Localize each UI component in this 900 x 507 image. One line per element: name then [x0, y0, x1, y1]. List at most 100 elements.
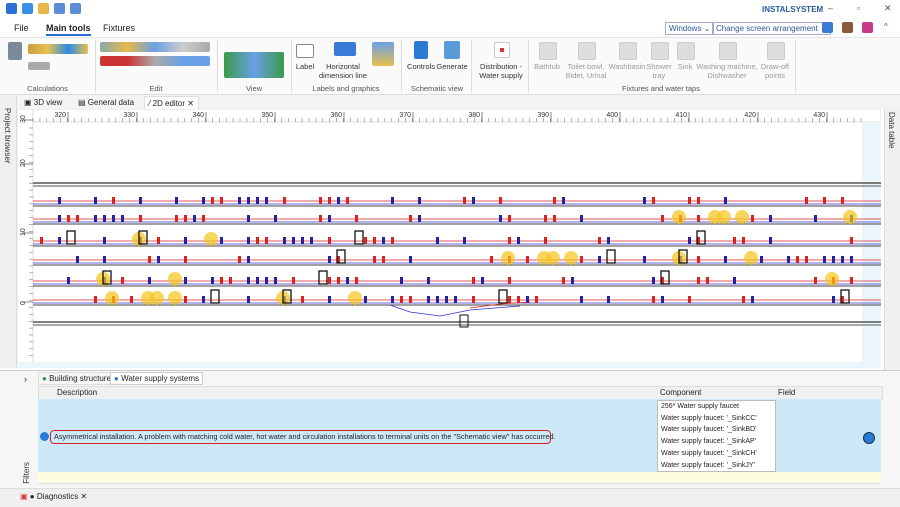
fixture — [373, 256, 376, 263]
fixture — [454, 296, 457, 303]
column-header[interactable]: Field — [778, 388, 796, 397]
component-list[interactable]: 256* Water supply faucet Water supply fa… — [657, 400, 776, 472]
fixture — [400, 277, 403, 284]
menu-tab-active[interactable]: Main tools — [46, 23, 91, 36]
fixture — [544, 215, 547, 222]
fixture-icon[interactable] — [719, 42, 737, 60]
undo-icon[interactable] — [54, 3, 65, 14]
fixture-icon[interactable] — [767, 42, 785, 60]
diagnostics-tab[interactable]: ▣ ● Diagnostics ✕ — [20, 492, 88, 501]
menu-tab[interactable]: Fixtures — [103, 23, 136, 33]
label: 3D view — [33, 98, 63, 107]
panel-tab[interactable]: ● Building structure — [38, 372, 115, 385]
list-item[interactable]: Water supply faucet: '_SinkAP' — [661, 438, 757, 446]
document-tab[interactable]: ▤ General data — [78, 98, 135, 107]
save-icon[interactable] — [6, 3, 17, 14]
ribbon-button[interactable]: Label — [295, 62, 315, 71]
fixture — [58, 197, 61, 204]
ribbon-button[interactable]: Draw-off points — [760, 62, 790, 80]
pipe-branch — [389, 304, 521, 317]
fixture — [193, 215, 196, 222]
side-panel-tab[interactable]: Data table — [887, 112, 896, 149]
list-item[interactable]: Water supply faucet: '_SinkBD' — [661, 426, 757, 434]
fixture — [427, 296, 430, 303]
ribbon-button[interactable]: Washbasin — [608, 62, 646, 71]
list-item[interactable]: Water supply faucet: '_SinkJY' — [661, 461, 755, 469]
distribution-icon[interactable] — [494, 42, 510, 58]
ribbon-button[interactable]: Distribution - Water supply — [479, 62, 523, 80]
ribbon-button[interactable]: Washing machine, Dishwasher — [696, 62, 758, 80]
fixture — [94, 296, 97, 303]
ruler-label: 320 — [54, 112, 66, 119]
fixture — [769, 237, 772, 244]
ribbon-button[interactable]: Toilet bowl, Bidet, Urinal — [565, 62, 607, 80]
new-icon[interactable] — [22, 3, 33, 14]
fixture — [517, 296, 520, 303]
drawing-canvas[interactable]: 320 330 340 350 360 370 380 390 400 410 420 430 30 20… — [17, 109, 881, 368]
tool-icon[interactable] — [842, 22, 853, 33]
fixture — [814, 277, 817, 284]
fixture — [418, 215, 421, 222]
fixture — [130, 296, 133, 303]
fixture — [328, 215, 331, 222]
calc-tools[interactable] — [28, 62, 50, 70]
column-header[interactable]: Component — [660, 388, 702, 397]
redo-icon[interactable] — [70, 3, 81, 14]
highlight — [150, 291, 164, 305]
ruler-label: 20 — [20, 159, 27, 167]
view-tools[interactable] — [224, 52, 284, 78]
fixture-icon[interactable] — [677, 42, 695, 60]
generate-icon[interactable] — [444, 41, 460, 59]
panel-tab-active[interactable]: ● Water supply systems — [110, 372, 204, 385]
fixture-icon[interactable] — [539, 42, 557, 60]
list-item[interactable]: Water supply faucet: '_SinkCH' — [661, 449, 757, 457]
ribbon-button[interactable]: Controls — [407, 62, 435, 71]
controls-icon[interactable] — [414, 41, 428, 59]
text-tools[interactable] — [372, 42, 394, 66]
dimension-icon[interactable] — [334, 42, 356, 56]
close[interactable]: ✕ — [884, 3, 892, 13]
fixture — [328, 256, 331, 263]
help-icon[interactable] — [863, 432, 875, 444]
menu-tab[interactable]: File — [14, 23, 29, 33]
filters-tab[interactable]: Filters — [22, 462, 31, 484]
label: Change screen arrangement — [716, 24, 818, 33]
edit-tools[interactable] — [100, 56, 210, 66]
group-label: Schematic view — [410, 84, 464, 93]
highlight — [825, 272, 839, 286]
tool-icon[interactable] — [822, 22, 833, 33]
fixture — [598, 237, 601, 244]
ribbon-button[interactable]: Shower tray — [646, 62, 672, 80]
ribbon-button[interactable]: Bathtub — [534, 62, 560, 71]
calc-tools[interactable] — [28, 44, 88, 54]
open-icon[interactable] — [38, 3, 49, 14]
calc-icon[interactable] — [8, 42, 22, 60]
windows-button[interactable]: Windows ⌄ — [665, 22, 715, 35]
column-header[interactable]: Description — [57, 388, 98, 397]
restore[interactable]: ▫ — [857, 3, 861, 13]
ribbon-button[interactable]: Generate — [436, 62, 468, 71]
label-icon[interactable] — [296, 44, 314, 58]
fixture-icon[interactable] — [578, 42, 596, 60]
right-sidebar — [884, 108, 900, 370]
side-panel-tab[interactable]: Project browser — [3, 108, 12, 164]
arrangement-button[interactable]: Change screen arrangement ⌄ — [712, 22, 831, 35]
tool-icon[interactable] — [862, 22, 873, 33]
ribbon-button[interactable]: Horizontal dimension line — [319, 62, 367, 80]
fixture — [103, 215, 106, 222]
edit-tools[interactable] — [100, 42, 210, 52]
fixture-icon[interactable] — [619, 42, 637, 60]
fixture — [247, 296, 250, 303]
document-tab[interactable]: ▣ 3D view — [24, 98, 63, 107]
fixture — [220, 197, 223, 204]
collapse-arrow[interactable]: › — [24, 374, 27, 384]
ribbon-button[interactable]: Sink — [677, 62, 693, 71]
ruler-label: 420 — [744, 112, 756, 119]
collapse[interactable]: ^ — [884, 22, 888, 31]
fixture — [742, 296, 745, 303]
list-item[interactable]: Water supply faucet: '_SinkCC' — [661, 414, 757, 422]
minimize[interactable]: – — [828, 3, 834, 13]
document-tab-active[interactable]: ⁄ 2D editor ✕ — [144, 96, 199, 110]
fixture-icon[interactable] — [651, 42, 669, 60]
fixture — [184, 256, 187, 263]
